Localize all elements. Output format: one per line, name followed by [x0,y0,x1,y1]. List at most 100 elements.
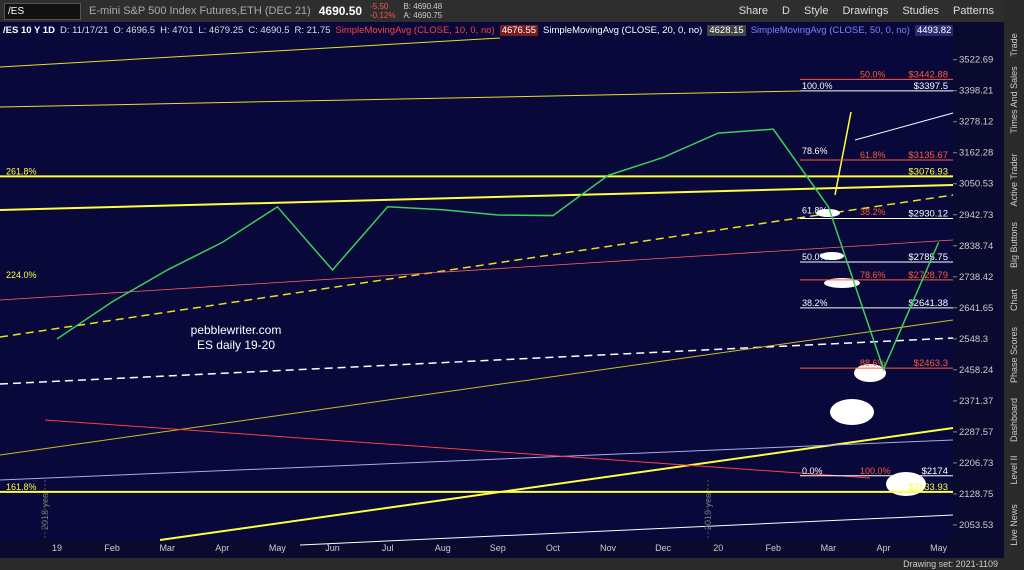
bid: B: 4690.48 [403,2,443,11]
watermark: pebblewriter.com [191,323,282,337]
header-item: L: 4679.25 [198,24,244,36]
x-tick-label: Apr [876,543,890,553]
level-label: $3076.93 [908,166,948,177]
x-tick-label: 20 [713,543,723,553]
trendline [0,439,954,481]
level-label: $2133.93 [908,482,948,493]
toolbar-button[interactable]: Studies [902,5,940,17]
y-tick-label: 2838.74 [959,241,993,252]
symbol-input[interactable]: /ES [4,2,81,20]
level-pct: 224.0% [6,270,37,280]
y-tick-label: 2206.73 [959,458,993,469]
level-pct: 61.8% [802,206,828,216]
status-bar: Drawing set: 2021-1109 [0,558,1004,570]
trendline [0,37,501,68]
time-axis-background [0,540,953,558]
description: E-mini S&P 500 Index Futures,ETH (DEC 21… [89,5,311,17]
x-tick-label: Oct [546,543,561,553]
level-pct: 38.2% [860,207,886,217]
side-tab[interactable]: Times And Sales [1009,66,1019,134]
header-item: R: 21.75 [294,24,331,36]
price-line [56,128,940,372]
year-marker: 2019 year [703,490,713,530]
side-panel [1004,0,1024,570]
trendline [299,514,954,546]
year-marker: 2018 year [40,490,50,530]
y-tick-label: 2942.73 [959,210,993,221]
x-tick-label: May [269,543,287,553]
toolbar-button[interactable]: Style [804,5,829,17]
ellipse [824,278,860,288]
header-item: O: 4696.5 [113,24,156,36]
x-tick-label: Dec [655,543,672,553]
side-tab[interactable]: Active Trader [1009,153,1019,206]
chart-header: /ES 10 Y 1D D: 11/17/21 O: 4696.5 H: 4701 L:… [0,22,956,38]
change-box: -5.50 -0.12% [370,2,395,20]
y-tick-label: 2053.53 [959,520,993,531]
side-tab[interactable]: Live News [1009,504,1019,546]
header-item: H: 4701 [160,24,194,36]
x-tick-label: Jun [325,543,340,553]
toolbar-button[interactable]: Drawings [842,5,889,17]
plot-background [0,22,953,540]
y-tick-label: 2738.42 [959,272,993,283]
side-tab[interactable]: Phase Scores [1009,326,1019,383]
y-tick-label: 3162.28 [959,148,993,159]
change-pct: -0.12% [370,11,396,20]
toolbar-buttons: Share D Style Drawings Studies Patterns [739,5,1004,17]
level-pct: 38.2% [802,298,828,308]
toolbar-button[interactable]: Patterns [953,5,994,17]
trendlines [0,37,954,546]
change: -5.50 [370,2,389,11]
x-tick-label: Aug [435,543,451,553]
y-tick-label: 2371.37 [959,396,993,407]
trendline [0,337,954,385]
y-tick-label: 2641.65 [959,303,993,314]
y-tick-label: 3278.12 [959,117,993,128]
x-tick-label: Mar [159,543,175,553]
trendline [854,112,954,141]
side-tab[interactable]: Level II [1009,455,1019,484]
ellipse [820,252,844,260]
x-tick-label: Jul [382,543,394,553]
level-label: $3135.67 [908,150,948,161]
last-price: 4690.50 [318,4,363,18]
toolbar-button[interactable]: Share [738,5,769,17]
side-tab[interactable]: Trade [1009,33,1019,56]
x-tick-label: Feb [104,543,120,553]
level-label: $3442.88 [908,69,948,80]
level-pct: 100.0% [860,466,891,476]
y-tick-label: 2548.3 [959,334,988,345]
x-tick-label: May [930,543,948,553]
ellipse [886,472,926,496]
trendline [0,90,801,108]
trendline [0,184,954,211]
side-tab[interactable]: Big Buttons [1009,221,1019,268]
trendline [0,239,954,301]
ask: A: 4690.75 [403,11,443,20]
watermark: ES daily 19-20 [197,338,275,352]
level-pct: 78.6% [802,146,828,156]
y-tick-label: 2458.24 [959,365,993,376]
x-tick-label: Sep [490,543,506,553]
y-tick-label: 2128.75 [959,489,993,500]
toolbar-button[interactable]: D [782,5,790,17]
level-pct: 161.8% [6,482,37,492]
header-item: /ES 10 Y 1D [3,24,55,36]
ellipse [830,399,874,425]
trendline [834,111,852,196]
side-tab[interactable]: Chart [1009,289,1019,312]
trendline [0,194,954,338]
level-pct: 261.8% [6,166,37,176]
study-value: 4676.55 [499,24,539,36]
x-tick-label: Mar [821,543,837,553]
level-pct: 50.0% [802,252,828,262]
side-tab[interactable]: Dashboard [1009,398,1019,442]
y-tick-label: 3522.69 [959,55,993,66]
level-pct: 88.6% [860,358,886,368]
study-name: SimpleMovingAvg (CLOSE, 50, 0, no) [750,24,910,36]
price-axis-background [953,22,1004,558]
study-name: SimpleMovingAvg (CLOSE, 20, 0, no) [543,24,703,36]
trendline [44,419,871,479]
